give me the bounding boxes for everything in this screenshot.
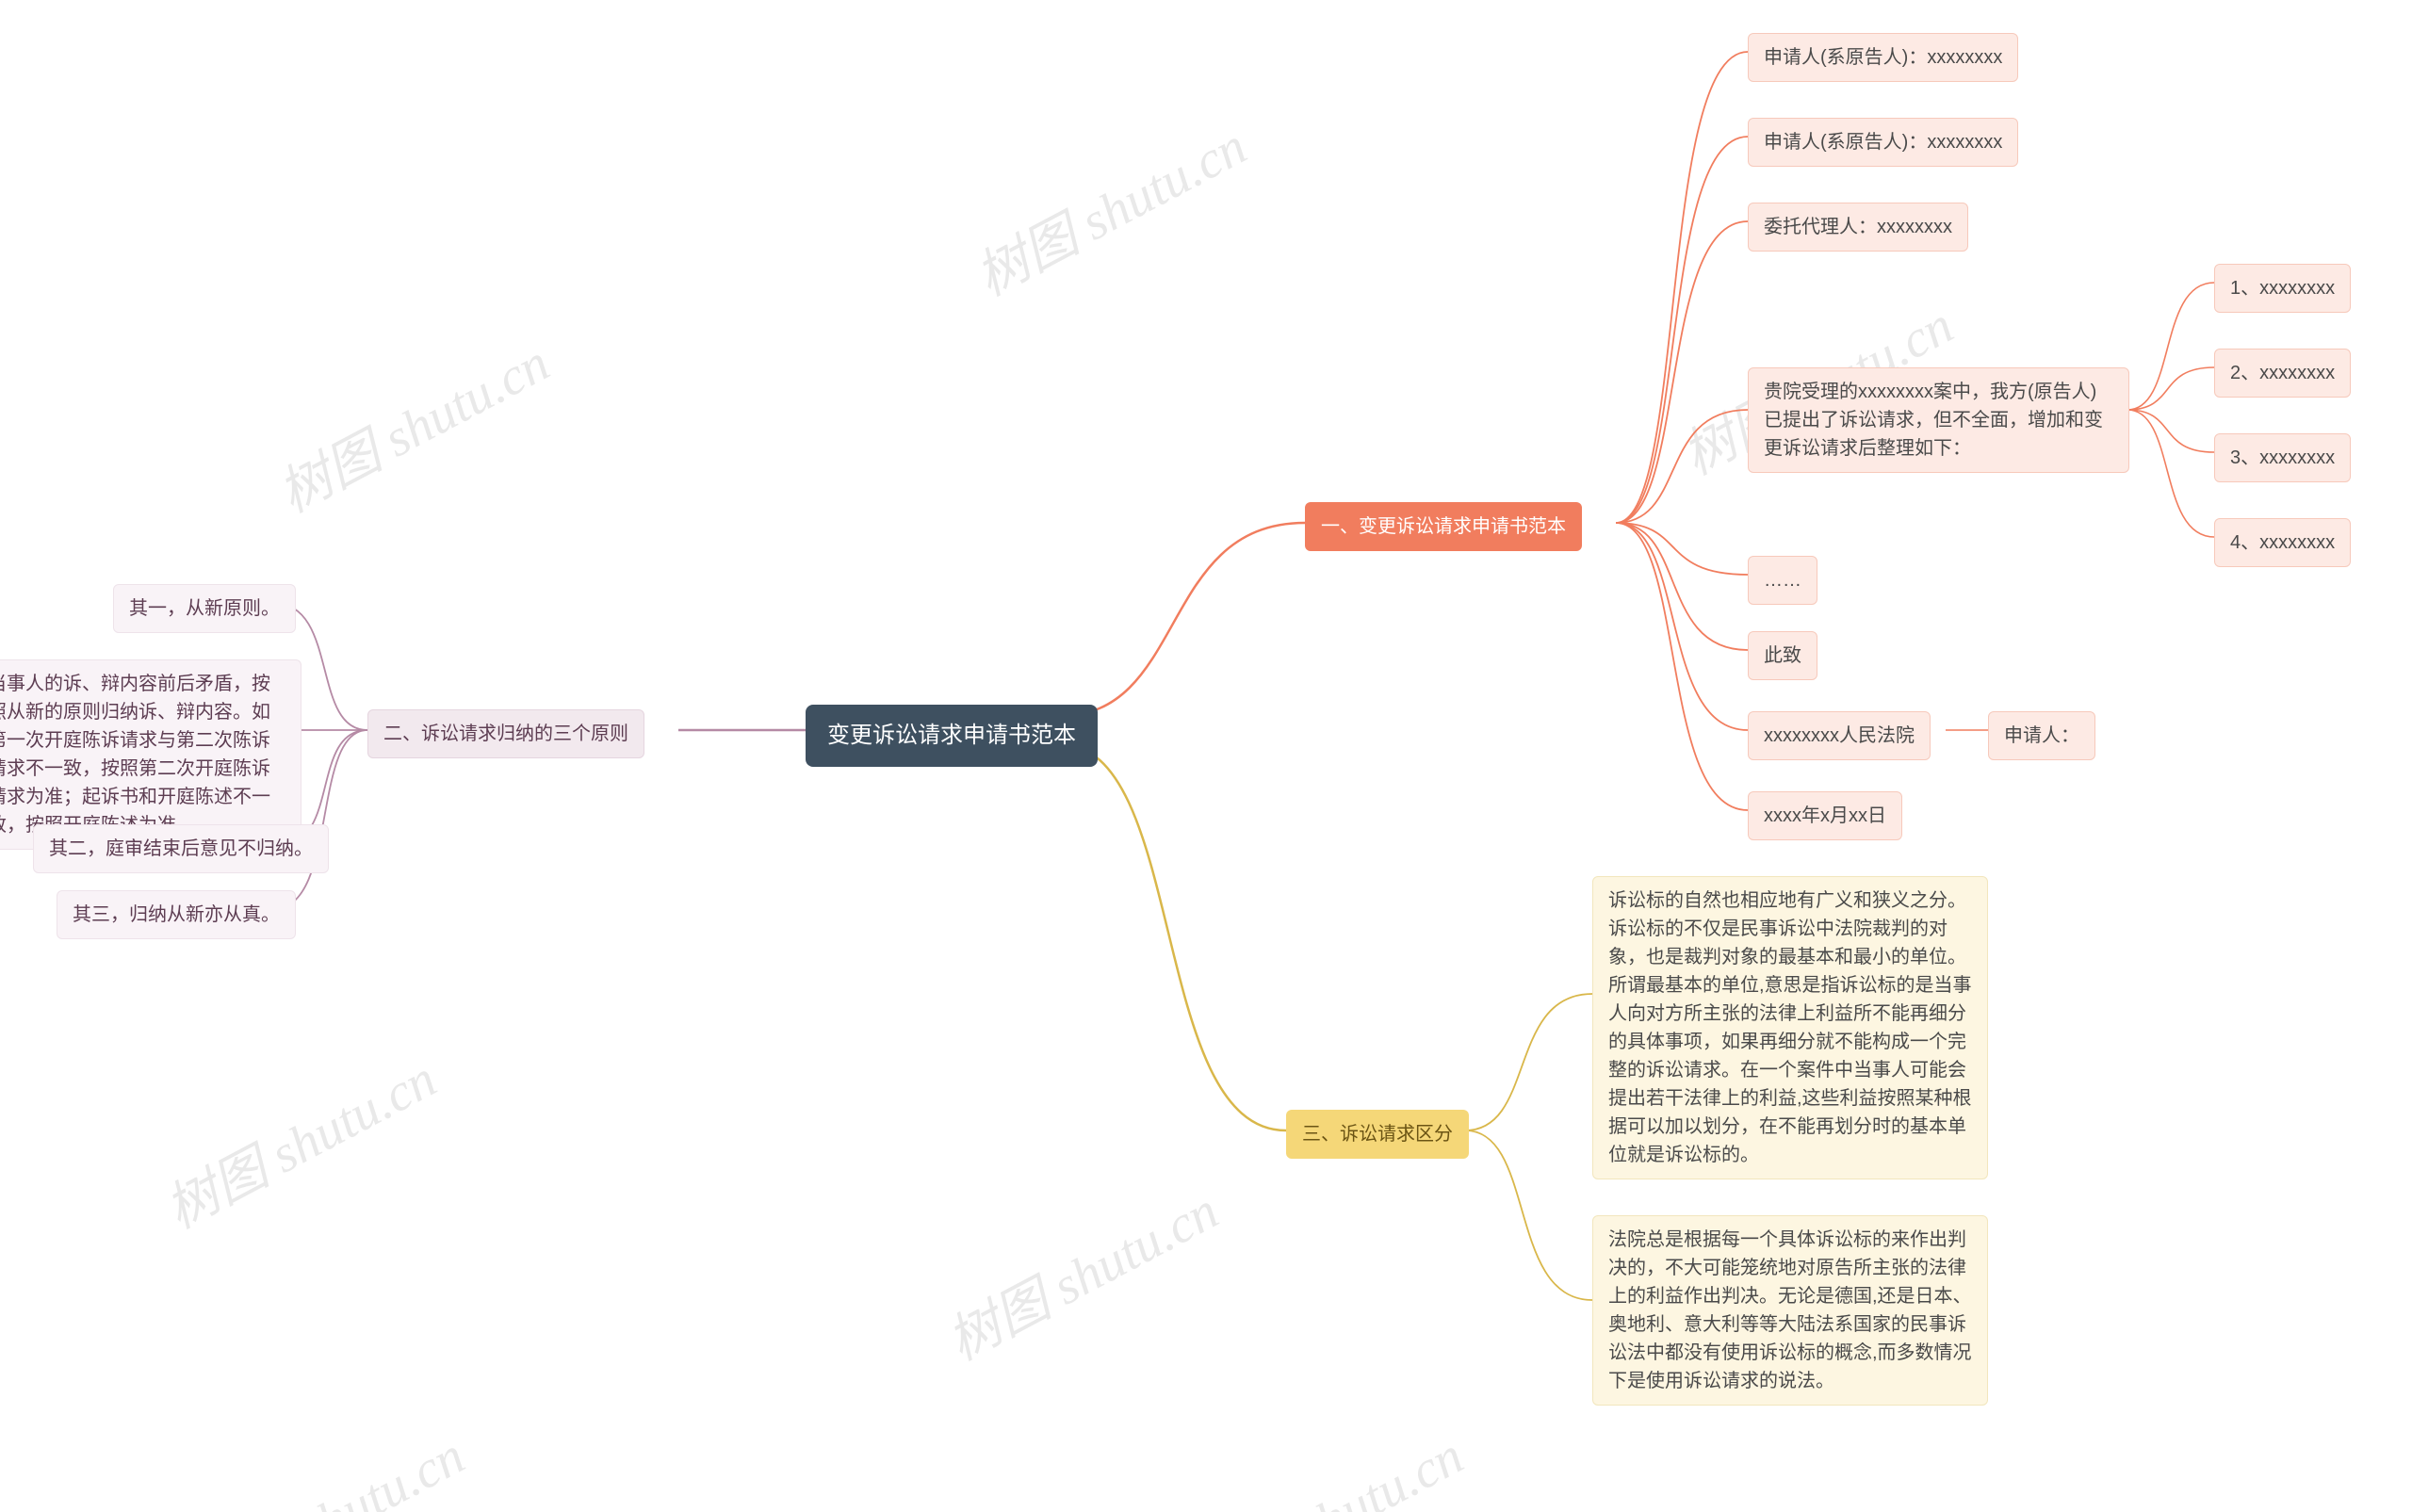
watermark: 树图 shutu.cn	[263, 321, 560, 528]
branch1-c4-sub1[interactable]: 1、xxxxxxxx	[2214, 264, 2351, 313]
branch3-child2[interactable]: 法院总是根据每一个具体诉讼标的来作出判决的，不大可能笼统地对原告所主张的法律上的…	[1592, 1215, 1988, 1406]
branch1-c4-sub2[interactable]: 2、xxxxxxxx	[2214, 349, 2351, 398]
watermark: 树图 shutu.cn	[1177, 1414, 1474, 1512]
watermark: 树图 shutu.cn	[178, 1414, 475, 1512]
branch2-child3[interactable]: 其二，庭审结束后意见不归纳。	[33, 824, 329, 873]
watermark: 树图 shutu.cn	[150, 1037, 447, 1244]
branch3-child1[interactable]: 诉讼标的自然也相应地有广义和狭义之分。诉讼标的不仅是民事诉讼中法院裁判的对象，也…	[1592, 876, 1988, 1179]
watermark: 树图 shutu.cn	[960, 105, 1257, 311]
branch3-node[interactable]: 三、诉讼请求区分	[1286, 1110, 1469, 1159]
branch1-child3[interactable]: 委托代理人：xxxxxxxx	[1748, 203, 1968, 252]
branch2-child4[interactable]: 其三，归纳从新亦从真。	[57, 890, 296, 939]
watermark: 树图 shutu.cn	[932, 1169, 1229, 1375]
branch2-node[interactable]: 二、诉讼请求归纳的三个原则	[367, 709, 644, 758]
branch1-child8[interactable]: xxxx年x月xx日	[1748, 791, 1902, 840]
branch1-node[interactable]: 一、变更诉讼请求申请书范本	[1305, 502, 1582, 551]
branch2-child2[interactable]: 当事人的诉、辩内容前后矛盾，按照从新的原则归纳诉、辩内容。如第一次开庭陈诉请求与…	[0, 659, 302, 850]
branch1-c4-sub4[interactable]: 4、xxxxxxxx	[2214, 518, 2351, 567]
branch2-child1[interactable]: 其一，从新原则。	[113, 584, 296, 633]
branch1-child1[interactable]: 申请人(系原告人)：xxxxxxxx	[1748, 33, 2018, 82]
branch1-child4[interactable]: 贵院受理的xxxxxxxx案中，我方(原告人)已提出了诉讼请求，但不全面，增加和…	[1748, 367, 2129, 473]
branch1-c4-sub3[interactable]: 3、xxxxxxxx	[2214, 433, 2351, 482]
root-node[interactable]: 变更诉讼请求申请书范本	[806, 705, 1098, 767]
branch1-child7-sub[interactable]: 申请人：	[1988, 711, 2095, 760]
branch1-child6[interactable]: 此致	[1748, 631, 1817, 680]
branch1-child7[interactable]: xxxxxxxx人民法院	[1748, 711, 1931, 760]
branch1-child2[interactable]: 申请人(系原告人)：xxxxxxxx	[1748, 118, 2018, 167]
branch1-child5[interactable]: ……	[1748, 556, 1817, 605]
